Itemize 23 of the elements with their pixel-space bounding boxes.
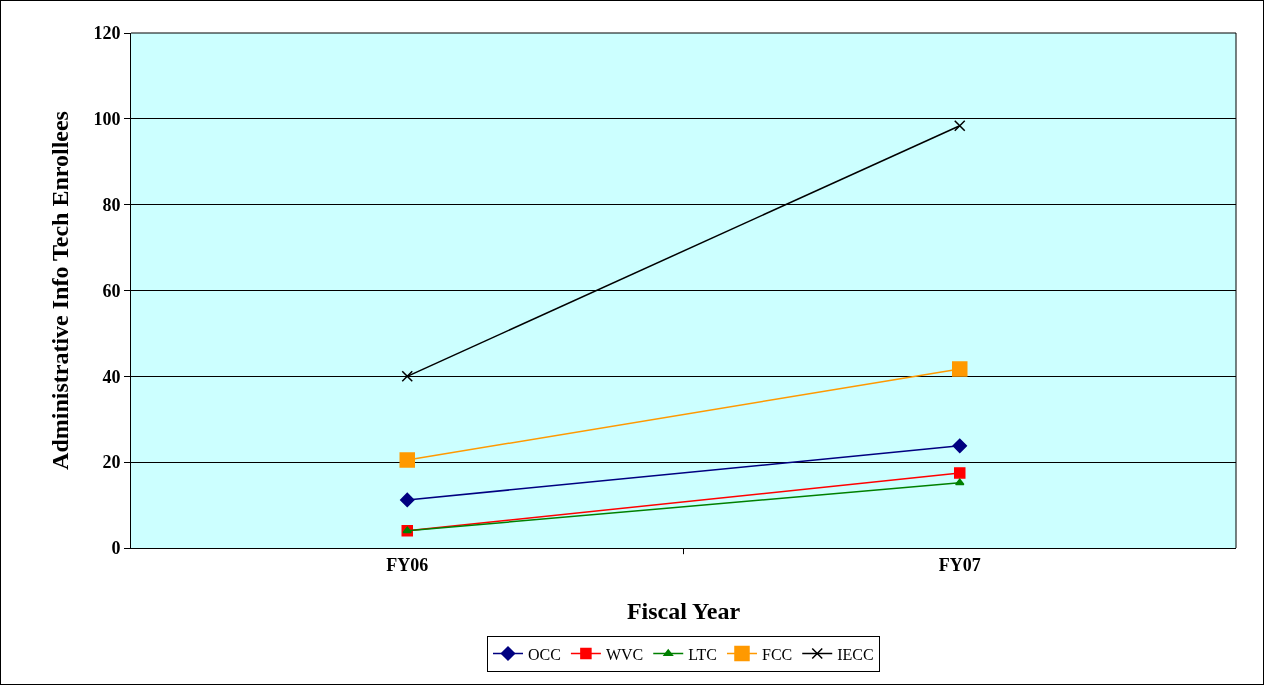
y-tick-label: 100 [93,109,121,130]
y-tick-label: 20 [102,452,121,473]
legend-label: WVC [605,645,644,663]
x-tick-label: FY06 [386,554,429,575]
point [399,452,415,468]
legend-label: IECC [837,645,874,663]
y-tick-label: 80 [102,194,121,215]
x-tick-label: FY07 [938,554,981,575]
y-axis-title: Administrative Info Tech Enrollees [46,111,73,470]
y-tick-label: 40 [102,366,121,387]
legend-label: FCC [761,645,793,663]
x-axis-title: Fiscal Year [626,597,741,624]
y-tick-label: 60 [102,280,121,301]
point [952,361,968,377]
y-tick-label: 0 [111,538,121,559]
point [954,119,966,132]
point [954,467,966,479]
point [401,370,413,383]
legend-label: OCC [528,645,561,663]
y-tick-label: 120 [93,23,121,44]
point [400,492,415,508]
legend-label: LTC [688,645,717,663]
point [952,438,967,454]
